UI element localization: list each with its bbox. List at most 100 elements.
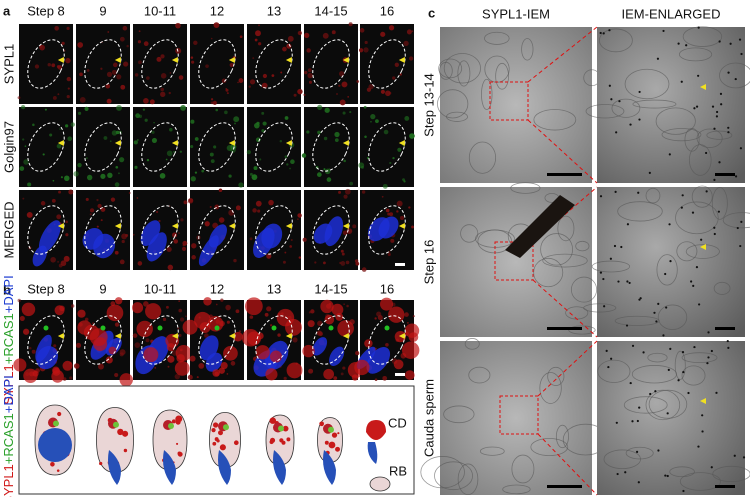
signal-speck bbox=[92, 322, 95, 325]
signal-speck bbox=[361, 267, 367, 272]
signal-speck bbox=[374, 317, 377, 320]
red-vesicle bbox=[233, 440, 239, 446]
gold-particle bbox=[711, 105, 715, 108]
signal-speck bbox=[326, 177, 332, 182]
micrograph-tile bbox=[133, 24, 187, 104]
gold-particle bbox=[617, 280, 620, 283]
em-texture bbox=[625, 446, 654, 460]
signal-speck bbox=[134, 73, 139, 77]
gold-particle bbox=[727, 346, 730, 349]
signal-speck bbox=[249, 315, 254, 319]
stain-label-part: +DAPI bbox=[1, 375, 16, 413]
gold-particle bbox=[649, 392, 652, 396]
red-vesicle bbox=[117, 428, 124, 436]
em-texture bbox=[675, 201, 719, 235]
em-texture bbox=[457, 60, 471, 87]
arrowhead bbox=[285, 223, 292, 229]
signal-speck bbox=[169, 127, 173, 132]
signal-speck bbox=[324, 107, 330, 113]
signal-speck bbox=[368, 84, 374, 90]
signal-speck bbox=[145, 338, 150, 343]
signal-blob bbox=[131, 302, 144, 314]
red-vesicle bbox=[337, 432, 340, 435]
signal-speck bbox=[114, 373, 119, 378]
signal-speck bbox=[109, 140, 112, 143]
signal-speck bbox=[403, 40, 409, 47]
signal-speck bbox=[119, 36, 125, 42]
cell-outline bbox=[198, 122, 236, 172]
signal-speck bbox=[118, 172, 120, 175]
nucleus bbox=[273, 450, 286, 485]
signal-speck bbox=[282, 46, 287, 52]
signal-speck bbox=[298, 256, 302, 259]
em-texture bbox=[657, 304, 688, 330]
em-texture bbox=[679, 472, 721, 491]
signal-speck bbox=[213, 22, 220, 29]
em-texture bbox=[555, 424, 569, 449]
signal-speck bbox=[397, 147, 402, 152]
signal-blob bbox=[255, 345, 270, 360]
signal-blob bbox=[256, 332, 264, 340]
signal-speck bbox=[342, 230, 348, 236]
signal-speck bbox=[144, 118, 148, 122]
micrograph-tile bbox=[304, 24, 358, 104]
signal-speck bbox=[187, 198, 194, 204]
nucleus bbox=[205, 352, 223, 372]
signal-speck bbox=[266, 253, 272, 259]
signal-speck bbox=[334, 138, 339, 143]
arrowhead bbox=[114, 140, 121, 146]
signal-speck bbox=[173, 239, 179, 244]
signal-speck bbox=[215, 108, 219, 112]
arrowhead bbox=[398, 57, 405, 63]
red-vesicle bbox=[319, 421, 325, 427]
signal-speck bbox=[166, 150, 173, 157]
signal-speck bbox=[322, 32, 329, 39]
cell-outline bbox=[84, 122, 122, 172]
em-texture bbox=[712, 465, 750, 483]
signal-speck bbox=[65, 233, 69, 237]
gold-particle bbox=[707, 356, 710, 359]
cell-outline bbox=[141, 39, 179, 89]
red-vesicle bbox=[177, 451, 183, 457]
signal-blob bbox=[408, 332, 419, 342]
signal-speck bbox=[155, 210, 159, 214]
signal-speck bbox=[390, 238, 395, 243]
gold-particle bbox=[707, 331, 710, 334]
gold-particle bbox=[733, 454, 736, 457]
nucleus bbox=[38, 428, 72, 462]
column-header: 16 bbox=[380, 3, 394, 18]
signal-speck bbox=[338, 84, 341, 87]
signal-speck bbox=[119, 259, 125, 265]
gold-particle bbox=[692, 284, 695, 288]
gold-particle bbox=[610, 357, 613, 360]
signal-speck bbox=[363, 47, 369, 53]
cell-outline bbox=[84, 39, 122, 89]
signal-speck bbox=[342, 366, 346, 370]
stain-label-part: +DAPI bbox=[1, 275, 16, 313]
sperm-head-em bbox=[505, 195, 575, 258]
column-header: 14-15 bbox=[314, 3, 347, 18]
arrowhead bbox=[114, 333, 121, 339]
signal-speck bbox=[69, 376, 73, 380]
stain-label-part: +RCAS1 bbox=[1, 313, 16, 364]
red-vesicle bbox=[99, 461, 103, 466]
gold-particle bbox=[713, 178, 716, 181]
gold-particle bbox=[682, 489, 685, 493]
nucleus bbox=[108, 450, 121, 485]
gold-particle bbox=[685, 44, 688, 47]
arrowhead bbox=[228, 333, 235, 339]
signal-blob bbox=[285, 318, 302, 336]
signal-speck bbox=[224, 110, 228, 115]
cell-outline bbox=[255, 122, 293, 172]
signal-speck bbox=[264, 312, 269, 317]
signal-speck bbox=[257, 42, 262, 46]
signal-blob bbox=[22, 328, 30, 335]
signal-speck bbox=[138, 30, 141, 33]
column-header: IEM-ENLARGED bbox=[622, 6, 721, 21]
gold-particle bbox=[638, 90, 641, 94]
signal-speck bbox=[103, 136, 108, 140]
signal-speck bbox=[160, 54, 165, 59]
red-vesicle bbox=[216, 439, 220, 443]
signal-speck bbox=[257, 209, 261, 213]
signal-speck bbox=[355, 350, 360, 356]
